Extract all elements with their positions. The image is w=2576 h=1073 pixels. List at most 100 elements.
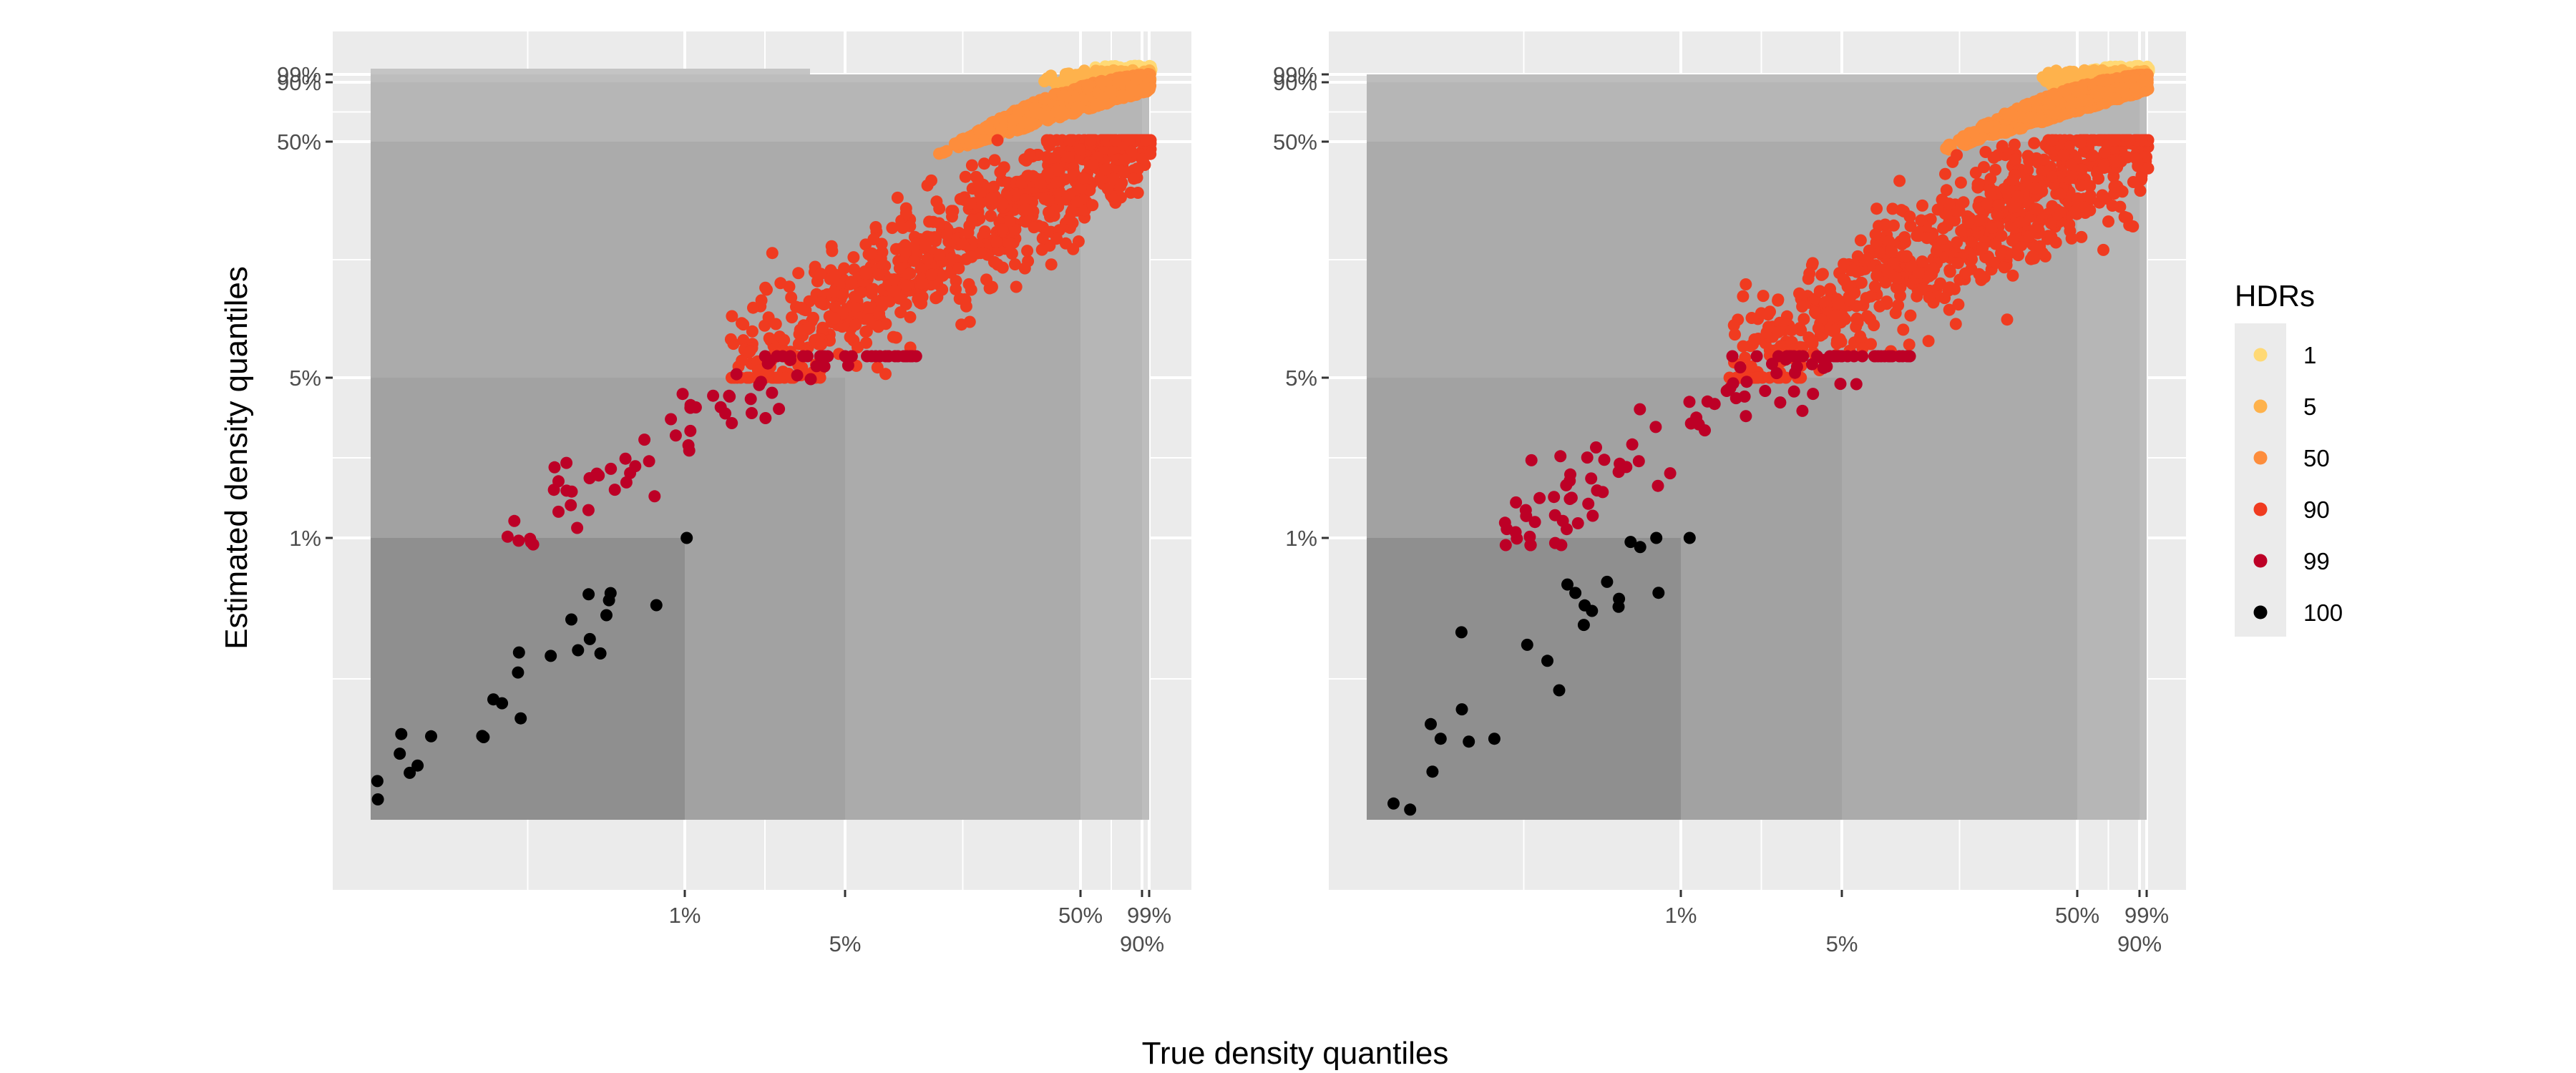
point-hdr-90: [2130, 152, 2143, 165]
point-hdr-90: [1858, 255, 1871, 268]
point-hdr-90: [2046, 170, 2058, 183]
x-tick-label: 5%: [1826, 931, 1858, 956]
point-hdr-90: [1839, 313, 1851, 325]
point-hdr-100: [514, 712, 527, 725]
point-hdr-90: [2096, 189, 2109, 202]
point-hdr-90: [940, 228, 953, 241]
point-hdr-90: [996, 197, 1009, 210]
point-hdr-90: [971, 172, 984, 185]
point-hdr-90: [2102, 215, 2114, 228]
point-hdr-100: [1521, 638, 1533, 651]
point-hdr-90: [1010, 280, 1023, 293]
point-hdr-90: [2098, 146, 2111, 159]
point-hdr-90: [774, 371, 786, 384]
point-hdr-50: [1104, 84, 1117, 97]
point-hdr-90: [861, 301, 874, 314]
point-hdr-99: [1634, 403, 1646, 416]
point-hdr-90: [1978, 161, 1990, 174]
point-hdr-50: [1038, 93, 1051, 106]
point-hdr-99: [761, 357, 774, 370]
point-hdr-99: [1571, 517, 1584, 529]
point-hdr-90: [955, 318, 968, 331]
point-hdr-99: [548, 461, 561, 474]
y-tick-label: 1%: [289, 526, 321, 551]
point-hdr-99: [1787, 385, 1800, 398]
point-hdr-99: [1499, 539, 1512, 552]
point-hdr-90: [2006, 234, 2019, 247]
point-hdr-90: [1952, 298, 1965, 311]
point-hdr-90: [893, 262, 906, 275]
point-hdr-90: [766, 247, 779, 260]
point-hdr-99: [1770, 367, 1783, 380]
point-hdr-90: [974, 187, 987, 200]
point-hdr-50: [2013, 122, 2026, 135]
point-hdr-90: [1785, 324, 1798, 337]
point-hdr-99: [1533, 491, 1546, 504]
point-hdr-90: [1045, 258, 1058, 271]
point-hdr-90: [2142, 162, 2155, 175]
point-hdr-99: [1561, 523, 1573, 536]
point-hdr-90: [950, 283, 962, 295]
point-hdr-99: [565, 499, 577, 511]
point-hdr-90: [2036, 247, 2049, 260]
point-hdr-99: [1740, 376, 1753, 388]
point-hdr-50: [2111, 72, 2124, 85]
x-tick-label: 50%: [2055, 903, 2099, 928]
point-hdr-90: [2054, 187, 2067, 200]
point-hdr-90: [1992, 199, 2005, 212]
point-hdr-100: [1586, 604, 1599, 617]
point-hdr-50: [2077, 94, 2089, 107]
point-hdr-90: [1123, 134, 1136, 147]
point-hdr-90: [1923, 291, 1936, 304]
point-hdr-90: [2068, 205, 2081, 218]
point-hdr-90: [1874, 246, 1887, 259]
point-hdr-90: [1024, 148, 1036, 161]
point-hdr-90: [958, 293, 971, 305]
point-hdr-90: [1832, 297, 1845, 310]
point-hdr-50: [1081, 79, 1094, 92]
x-tick-label: 50%: [1058, 903, 1103, 928]
legend-item-50: 50: [2253, 445, 2330, 471]
point-hdr-90: [2140, 151, 2152, 163]
point-hdr-100: [1624, 536, 1637, 549]
point-hdr-90: [1772, 294, 1785, 307]
point-hdr-99: [582, 504, 595, 516]
point-hdr-100: [650, 599, 663, 612]
point-hdr-90: [1127, 172, 1140, 185]
point-hdr-90: [852, 341, 864, 353]
point-hdr-90: [1916, 199, 1928, 212]
point-hdr-90: [1813, 285, 1826, 298]
point-hdr-50: [1116, 89, 1129, 102]
point-hdr-90: [847, 251, 860, 264]
point-hdr-90: [844, 330, 857, 343]
point-hdr-90: [1727, 319, 1740, 332]
point-hdr-90: [894, 306, 907, 319]
y-tick-label: 99%: [1273, 62, 1317, 87]
point-hdr-99: [608, 484, 621, 496]
point-hdr-50: [2136, 74, 2149, 87]
point-hdr-99: [1683, 396, 1696, 408]
point-hdr-90: [1740, 278, 1752, 290]
point-hdr-90: [1861, 310, 1873, 323]
point-hdr-90: [1745, 360, 1757, 373]
point-hdr-99: [773, 403, 786, 416]
point-hdr-99: [1652, 479, 1664, 492]
point-hdr-90: [1114, 191, 1127, 204]
point-hdr-90: [990, 236, 1003, 249]
point-hdr-90: [2074, 179, 2087, 192]
point-hdr-99: [1510, 496, 1523, 509]
point-hdr-99: [1834, 378, 1847, 391]
point-hdr-90: [1806, 335, 1819, 348]
legend-label: 99: [2303, 548, 2330, 574]
point-hdr-99: [909, 350, 922, 363]
point-hdr-90: [1985, 222, 1998, 234]
point-hdr-99: [605, 462, 618, 475]
point-hdr-90: [871, 361, 884, 374]
point-hdr-90: [886, 222, 899, 235]
point-hdr-90: [987, 255, 1000, 268]
point-hdr-99: [845, 350, 858, 363]
point-hdr-90: [2082, 192, 2095, 205]
point-hdr-90: [1979, 251, 1991, 263]
point-hdr-99: [525, 536, 537, 549]
point-hdr-90: [1764, 305, 1776, 318]
